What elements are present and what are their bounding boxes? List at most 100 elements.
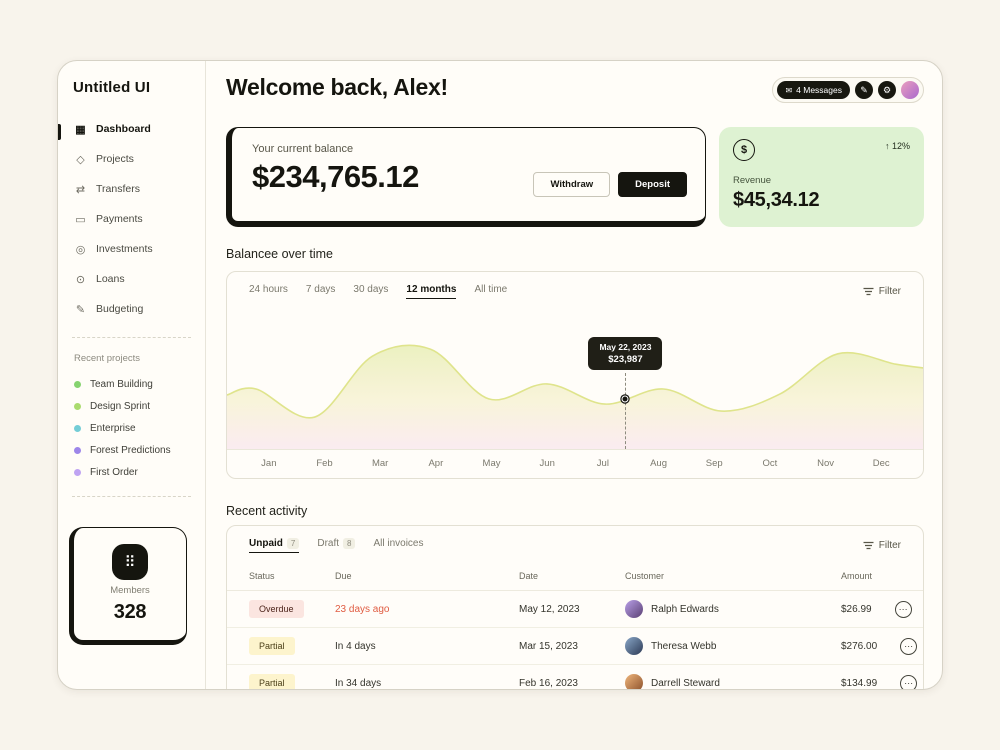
table-row: Partial In 34 days Feb 16, 2023 Darrell Ste… [227,665,923,689]
project-item-team-building[interactable]: Team Building [58,373,205,395]
sidebar-item-transfers[interactable]: ⇄ Transfers [58,174,205,204]
range-tab-7-days[interactable]: 7 days [306,284,335,299]
pencil-icon: ✎ [860,84,868,95]
table-body: Overdue 23 days ago May 12, 2023 Ralph Edwa… [227,591,923,689]
balance-amount: $234,765.12 [252,159,419,194]
tooltip-value: $23,987 [608,353,643,365]
revenue-delta-value: 12% [891,141,910,151]
revenue-card: $ ↑ 12% Revenue $45,34.12 [719,127,924,227]
due-cell: In 34 days [335,677,382,689]
invoice-tab-all-invoices[interactable]: All invoices [373,538,423,553]
pencil-icon: ✎ [75,303,86,316]
invoice-tab-draft[interactable]: Draft 8 [317,538,356,553]
nav-label: Projects [96,153,134,165]
row-menu-cell: ⋯ [872,600,912,618]
customer-name: Ralph Edwards [651,603,719,615]
project-item-forest-predictions[interactable]: Forest Predictions [58,439,205,461]
active-nav-indicator [58,124,61,140]
range-tab-24-hours[interactable]: 24 hours [249,284,288,299]
nav-label: Dashboard [96,123,151,135]
row-menu-button[interactable]: ⋯ [900,674,918,689]
settings-button[interactable]: ⚙ [878,81,896,99]
column-header-due: Due [335,570,352,581]
customer-cell: Theresa Webb [625,637,841,655]
x-label-mar: Mar [371,457,389,469]
sidebar-item-loans[interactable]: ⊙ Loans [58,264,205,294]
project-dot [74,446,81,454]
x-label-may: May [482,457,501,469]
status-badge: Partial [249,674,295,689]
arrow-up-icon: ↑ [884,141,890,151]
project-item-enterprise[interactable]: Enterprise [58,417,205,439]
status-badge: Partial [249,637,295,655]
x-label-apr: Apr [428,457,444,469]
amount-cell: $134.99 [841,677,878,689]
user-avatar[interactable] [901,81,919,99]
x-label-sep: Sep [705,457,723,469]
x-label-jan: Jan [261,457,277,469]
chart-x-axis-labels: Jan Feb Mar Apr May Jun Jul Aug Sep Oct Nov Dec [227,449,923,476]
range-tab-label: All time [474,284,508,295]
withdraw-button[interactable]: Withdraw [533,172,611,197]
row-menu-button[interactable]: ⋯ [894,600,912,618]
project-dot [74,468,81,476]
recent-activity-card: Unpaid 7 Draft 8 All invoices Filter Status D… [226,525,924,689]
nav-label: Transfers [96,183,140,195]
range-tab-12-months[interactable]: 12 months [406,284,457,299]
date-cell: Mar 15, 2023 [519,640,578,652]
nav-label: Loans [96,273,125,285]
project-item-first-order[interactable]: First Order [58,461,205,483]
due-cell: In 4 days [335,640,376,652]
tooltip-date: May 22, 2023 [599,341,652,352]
nav-label: Budgeting [96,303,144,315]
balance-card: Your current balance $234,765.12 Withdra… [226,127,706,227]
sidebar-item-dashboard[interactable]: ▦ Dashboard [58,114,205,144]
activity-filter-button[interactable]: Filter [863,540,901,551]
members-label: Members [110,585,150,596]
grid-icon: ▦ [75,123,86,136]
chart-filter-button[interactable]: Filter [863,286,901,297]
project-label: Enterprise [90,422,136,434]
customer-avatar [625,674,643,689]
members-card: ⠿ Members 328 [69,527,187,645]
range-tab-label: 12 months [406,284,457,295]
column-header-customer: Customer [625,570,665,581]
date-cell: Feb 16, 2023 [519,677,578,689]
status-cell: Partial [249,637,335,655]
invoice-tab-unpaid[interactable]: Unpaid 7 [249,538,300,553]
x-label-feb: Feb [316,457,333,469]
sidebar-item-budgeting[interactable]: ✎ Budgeting [58,294,205,324]
sidebar-item-investments[interactable]: ◎ Investments [58,234,205,264]
status-cell: Partial [249,674,335,689]
gear-icon: ⚙ [882,84,892,95]
project-item-design-sprint[interactable]: Design Sprint [58,395,205,417]
customer-avatar [625,637,643,655]
sidebar-item-payments[interactable]: ▭ Payments [58,204,205,234]
filter-icon [863,287,874,296]
x-label-aug: Aug [650,457,667,469]
area-chart-svg [227,344,923,449]
sidebar-nav: ▦ Dashboard ◇ Projects ⇄ Transfers ▭ Payments ◎ I… [58,114,205,324]
row-menu-button[interactable]: ⋯ [900,637,918,655]
recent-projects-list: Team Building Design Sprint Enterprise Fore… [58,373,205,483]
diamond-icon: ◇ [76,153,85,166]
column-header-status: Status [249,570,275,581]
divider [72,337,191,338]
messages-badge[interactable]: ✉ 4 Messages [777,81,850,99]
tab-count: 7 [286,538,300,549]
customer-name: Theresa Webb [651,640,717,652]
deposit-button[interactable]: Deposit [618,172,687,197]
activity-toolbar: Unpaid 7 Draft 8 All invoices Filter [227,526,923,561]
compose-button[interactable]: ✎ [855,81,873,99]
x-label-nov: Nov [817,457,834,469]
nav-label: Payments [96,213,143,225]
range-tab-30-days[interactable]: 30 days [353,284,388,299]
table-header-row: Status Due Date Customer Amount [227,561,923,591]
range-tab-all-time[interactable]: All time [474,284,507,299]
sidebar-item-projects[interactable]: ◇ Projects [58,144,205,174]
range-tab-label: 7 days [305,284,336,295]
x-label-jun: Jun [539,457,555,469]
chart-filter-label: Filter [878,286,901,297]
project-label: Design Sprint [90,400,151,412]
main-content: Welcome back, Alex! ✉ 4 Messages ✎ ⚙ You… [206,61,942,689]
